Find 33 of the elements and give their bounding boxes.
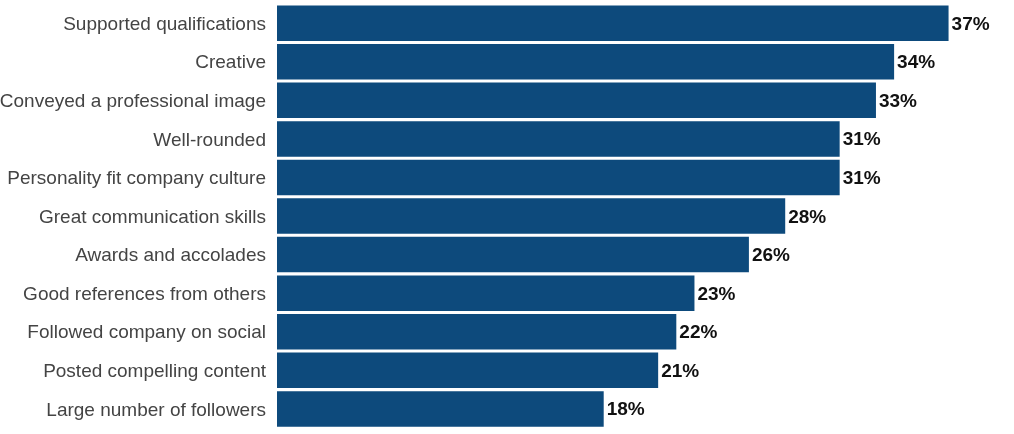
data-label: 23% (697, 282, 736, 304)
data-label: 33% (878, 89, 918, 111)
data-label: 37% (951, 12, 990, 34)
data-label: 28% (788, 205, 827, 227)
y-tick-label: Well-rounded (153, 128, 266, 150)
bar (277, 121, 840, 157)
bar (277, 82, 876, 119)
y-tick-label: Personality fit company culture (7, 167, 266, 189)
data-label: 31% (842, 166, 881, 188)
y-tick-label: Awards and accolades (75, 244, 266, 266)
y-tick-label: Posted compelling content (43, 360, 267, 381)
y-tick-label: Supported qualifications (63, 12, 266, 34)
data-label: 31% (842, 128, 881, 150)
bar (277, 314, 677, 350)
data-label: 22% (679, 321, 718, 343)
y-tick-label: Great communication skills (38, 205, 266, 227)
bar (277, 391, 604, 427)
bar (277, 275, 695, 311)
bar (277, 159, 840, 196)
bar (277, 43, 895, 80)
bar (277, 236, 749, 273)
y-tick-label: Good references from others (23, 282, 266, 304)
data-label: 34% (897, 51, 936, 73)
y-tick-label: Large number of followers (46, 398, 266, 420)
data-label: 26% (751, 244, 791, 266)
y-tick-label: Followed company on social (27, 321, 266, 343)
bar (277, 5, 949, 41)
y-tick-label: Creative (195, 51, 266, 73)
bar (277, 198, 786, 234)
bar (277, 352, 659, 389)
data-label: 21% (661, 359, 700, 381)
data-label: 18% (606, 398, 645, 420)
y-tick-label: Conveyed a professional image (0, 89, 266, 111)
